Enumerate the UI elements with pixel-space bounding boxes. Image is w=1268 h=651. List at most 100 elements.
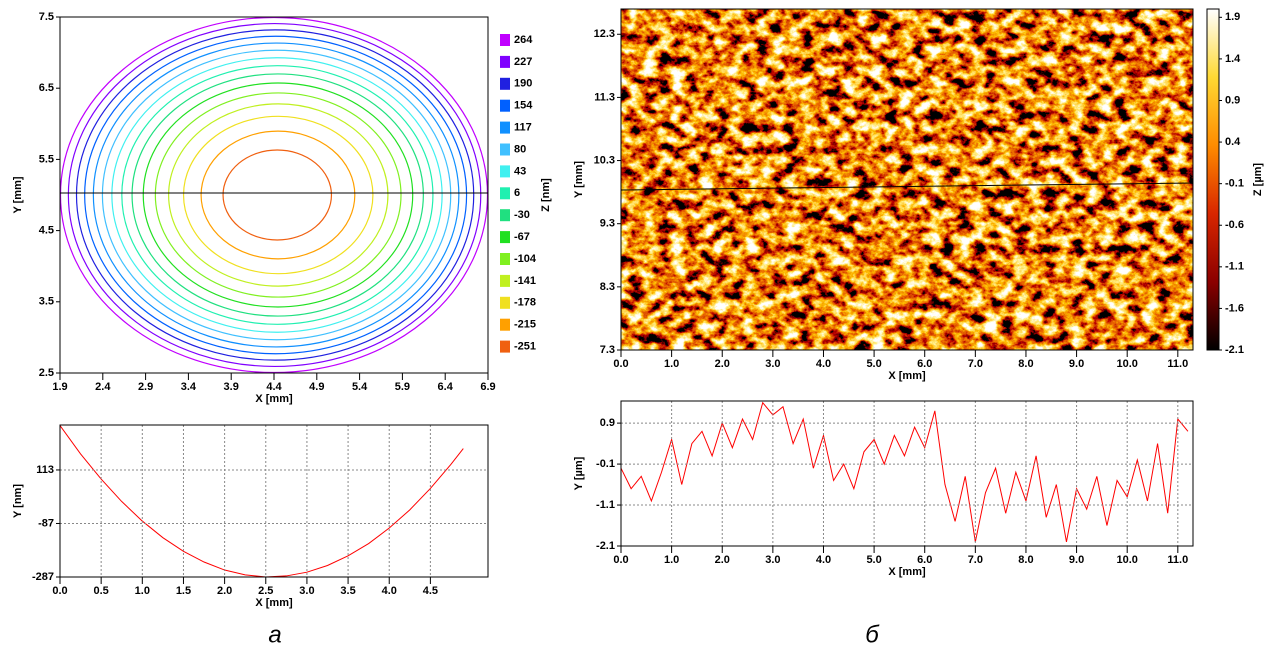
contour-line (121, 65, 434, 325)
colorbar-tick-label: -2.1 (1225, 344, 1244, 356)
y-axis-label: Y [mm] (12, 176, 24, 213)
legend-label: 190 (514, 78, 532, 90)
legend-label: 43 (514, 165, 526, 177)
colorbar-tick-label: -0.6 (1225, 219, 1244, 231)
x-tick-label: 2.9 (138, 381, 153, 393)
contour-line (182, 115, 374, 275)
legend-label: -215 (514, 319, 536, 331)
legend-label: -141 (514, 275, 536, 287)
legend-swatch (500, 209, 510, 222)
colorbar-tick-label: 1.9 (1225, 11, 1240, 23)
x-tick-label: 6.0 (917, 554, 932, 566)
profile-line (620, 182, 1194, 191)
y-axis-label: Y [mm] (573, 161, 585, 198)
legend-label: 264 (514, 34, 533, 46)
y-tick-label: -2.1 (596, 540, 615, 552)
x-tick-label: 0.5 (94, 585, 109, 597)
legend-label: 6 (514, 187, 520, 199)
contour-line (75, 29, 475, 361)
y-tick-label: 7.5 (39, 11, 54, 23)
y-tick-label: 7.3 (600, 344, 615, 356)
legend-swatch (500, 296, 510, 309)
legend-swatch (500, 99, 510, 112)
x-tick-label: 2.0 (715, 358, 730, 370)
z-axis-label: Z [nm] (540, 178, 552, 212)
data-line (60, 425, 464, 577)
plot-frame (620, 8, 1194, 351)
y-axis-label: Y [µm] (573, 456, 585, 490)
contour-line (84, 35, 468, 355)
legend-swatch (500, 274, 510, 287)
contour-line (222, 149, 333, 241)
contour-line (142, 82, 414, 308)
data-line (621, 401, 1189, 543)
y-tick-label: 5.5 (39, 153, 54, 165)
plot-frame (620, 400, 1194, 547)
x-tick-label: 7.0 (968, 358, 983, 370)
legend-swatch (500, 318, 510, 331)
x-axis-label: X [mm] (888, 370, 926, 382)
y-tick-label: 113 (36, 464, 54, 476)
contour-line (131, 73, 424, 317)
legend-label: 80 (514, 143, 526, 155)
x-tick-label: 1.0 (664, 358, 679, 370)
x-tick-label: 5.4 (352, 381, 368, 393)
y-tick-label: 2.5 (39, 367, 54, 379)
x-tick-label: 6.0 (917, 358, 932, 370)
x-tick-label: 5.0 (866, 358, 881, 370)
x-tick-label: 0.0 (52, 585, 67, 597)
contour-line (111, 57, 443, 333)
y-tick-label: 0.9 (600, 417, 615, 429)
x-tick-label: 1.9 (52, 381, 67, 393)
legend-label: 227 (514, 56, 532, 68)
x-tick-label: 5.9 (395, 381, 410, 393)
y-tick-label: -1.1 (596, 499, 615, 511)
x-axis-label: X [mm] (255, 393, 293, 405)
x-tick-label: 10.0 (1116, 358, 1137, 370)
y-tick-label: 3.5 (39, 296, 54, 308)
x-tick-label: 11.0 (1167, 358, 1188, 370)
x-tick-label: 0.0 (613, 358, 628, 370)
x-tick-label: 2.0 (715, 554, 730, 566)
x-tick-label: 4.0 (816, 554, 831, 566)
x-tick-label: 0.0 (613, 554, 628, 566)
panel-label: а (268, 621, 281, 648)
y-tick-label: 8.3 (600, 281, 615, 293)
y-tick-label: 4.5 (39, 225, 54, 237)
legend-swatch (500, 340, 510, 353)
y-tick-label: -0.1 (596, 458, 615, 470)
legend-label: 154 (514, 100, 533, 112)
x-tick-label: 2.4 (95, 381, 111, 393)
y-tick-label: 12.3 (594, 28, 615, 40)
legend-swatch (500, 253, 510, 265)
x-tick-label: 1.5 (176, 585, 191, 597)
z-axis-label: Z [µm] (1252, 163, 1264, 197)
panel-label: б (865, 621, 880, 648)
y-tick-label: -287 (32, 571, 54, 583)
plot-frame (59, 424, 489, 578)
legend-swatch (500, 77, 510, 90)
plot-frame (59, 16, 489, 374)
colorbar-tick-label: -1.6 (1225, 302, 1244, 314)
x-tick-label: 4.0 (382, 585, 397, 597)
x-tick-label: 4.0 (816, 358, 831, 370)
contour-line (154, 92, 402, 298)
colorbar-tick-label: 0.9 (1225, 94, 1240, 106)
x-tick-label: 3.0 (765, 358, 780, 370)
legend-swatch (500, 143, 510, 156)
x-tick-label: 4.5 (423, 585, 438, 597)
x-tick-label: 3.5 (340, 585, 355, 597)
y-tick-label: -87 (38, 517, 54, 529)
x-tick-label: 3.9 (224, 381, 239, 393)
x-tick-label: 5.0 (866, 554, 881, 566)
x-tick-label: 1.0 (664, 554, 679, 566)
legend-swatch (500, 121, 510, 134)
legend-label: -30 (514, 209, 530, 221)
x-tick-label: 3.0 (765, 554, 780, 566)
x-tick-label: 6.9 (480, 381, 495, 393)
legend-label: -178 (514, 297, 536, 309)
x-tick-label: 2.0 (217, 585, 232, 597)
y-tick-label: 9.3 (600, 218, 615, 230)
